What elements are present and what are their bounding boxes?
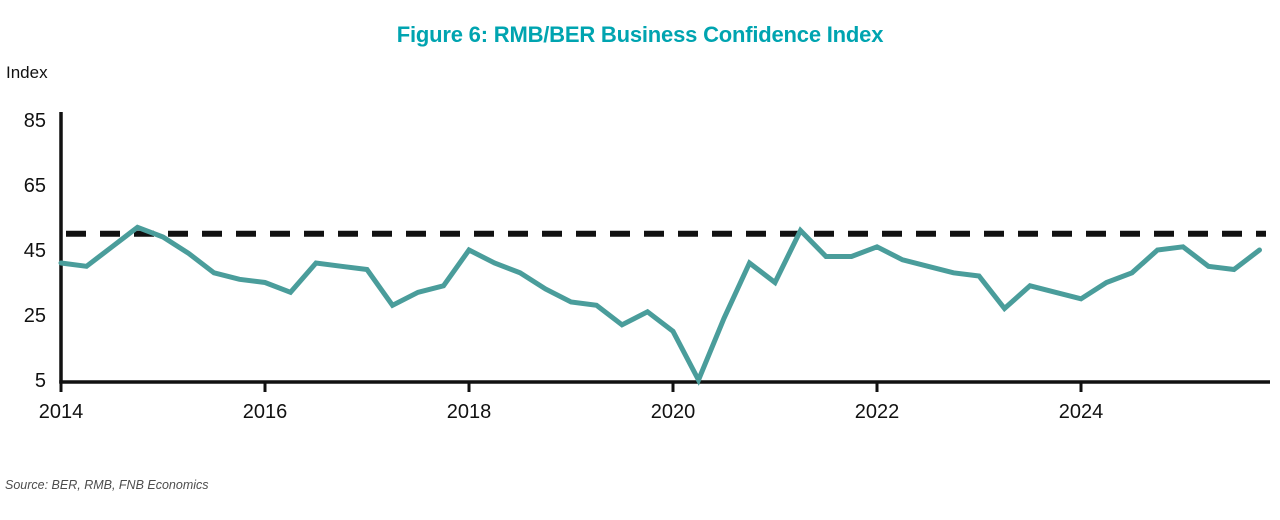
y-axis-title: Index [6, 63, 48, 82]
y-tick-label: 5 [35, 370, 46, 392]
y-tick-label: 25 [24, 305, 46, 327]
x-tick-label: 2014 [39, 401, 84, 423]
x-tick-label: 2020 [651, 401, 696, 423]
figure-title: Figure 6: RMB/BER Business Confidence In… [396, 22, 884, 47]
x-tick-label: 2022 [855, 401, 900, 423]
y-tick-label: 45 [24, 240, 46, 262]
x-tick-label: 2016 [243, 401, 288, 423]
y-tick-label: 85 [24, 110, 46, 132]
x-tick-label: 2024 [1059, 401, 1104, 423]
y-tick-label: 65 [24, 175, 46, 197]
x-tick-label: 2018 [447, 401, 492, 423]
bci-series-line [58, 224, 1262, 386]
source-note: Source: BER, RMB, FNB Economics [5, 478, 209, 492]
